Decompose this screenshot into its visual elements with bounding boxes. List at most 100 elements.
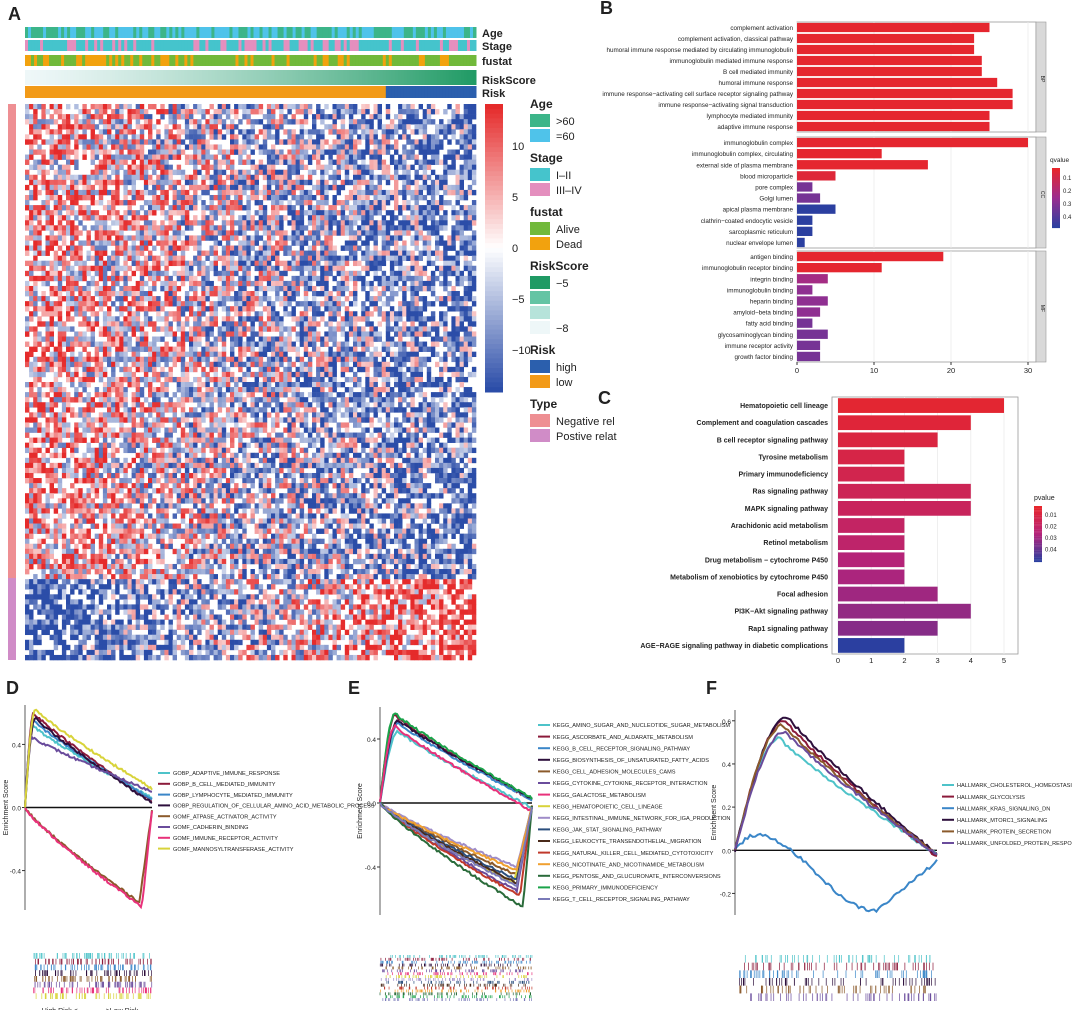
heatmap-cell — [66, 260, 71, 267]
heatmap-cell — [230, 341, 235, 347]
track-cell — [232, 86, 236, 98]
heatmap-cell — [164, 341, 169, 347]
heatmap-cell — [246, 306, 251, 312]
track-cell — [97, 55, 101, 66]
heatmap-cell — [242, 184, 247, 191]
heatmap-cell — [49, 275, 54, 282]
track-cell — [235, 40, 239, 51]
track-cell — [331, 70, 336, 85]
heatmap-cell — [340, 119, 346, 125]
track-cell — [139, 40, 143, 51]
heatmap-cell — [369, 215, 374, 221]
heatmap-cell — [455, 225, 460, 231]
heatmap-cell — [340, 255, 346, 261]
track-cell — [259, 86, 264, 98]
heatmap-cell — [246, 114, 251, 120]
heatmap-cell — [123, 169, 128, 176]
heatmap-cell — [467, 336, 473, 342]
heatmap-cell — [193, 169, 198, 176]
track-cell — [274, 70, 279, 85]
heatmap-cell — [221, 200, 227, 206]
heatmap-cell — [389, 255, 395, 261]
heatmap-cell — [61, 326, 67, 332]
heatmap-cell — [41, 346, 46, 352]
heatmap-cell — [246, 356, 251, 363]
track-cell — [322, 27, 327, 38]
heatmap-cell — [328, 306, 333, 312]
heatmap-cell — [164, 301, 169, 307]
heatmap-cell — [316, 356, 321, 363]
heatmap-cell — [402, 174, 407, 181]
heatmap-cell — [303, 306, 309, 312]
heatmap-cell — [344, 215, 350, 221]
track-cell — [244, 55, 248, 66]
heatmap-cell — [29, 265, 34, 272]
heatmap-cell — [201, 331, 206, 337]
heatmap-cell — [49, 265, 54, 272]
heatmap-cell — [299, 194, 305, 201]
heatmap-cell — [66, 341, 71, 347]
heatmap-cell — [435, 275, 440, 282]
heatmap-cell — [217, 205, 223, 211]
heatmap-cell — [357, 174, 362, 181]
heatmap-cell — [98, 149, 104, 155]
track-cell — [178, 55, 182, 66]
heatmap-cell — [369, 280, 374, 287]
heatmap-cell — [287, 331, 292, 337]
heatmap-cell — [37, 321, 42, 327]
track-cell — [349, 55, 354, 66]
heatmap-cell — [410, 129, 415, 135]
heatmap-cell — [213, 154, 218, 160]
heatmap-cell — [262, 270, 268, 277]
heatmap-cell — [463, 331, 469, 337]
heatmap-cell — [258, 311, 264, 317]
heatmap-cell — [455, 174, 460, 181]
track-cell — [283, 55, 288, 66]
track-cell — [355, 27, 360, 38]
heatmap-cell — [168, 235, 173, 241]
heatmap-cell — [57, 255, 63, 261]
heatmap-cell — [61, 205, 67, 211]
track-cell — [325, 27, 330, 38]
heatmap-cell — [221, 291, 227, 297]
heatmap-cell — [410, 301, 415, 307]
heatmap-cell — [381, 270, 387, 277]
heatmap-cell — [49, 336, 54, 342]
heatmap-cell — [41, 114, 46, 120]
track-cell — [283, 27, 288, 38]
heatmap-cell — [312, 114, 317, 120]
heatmap-cell — [312, 220, 317, 226]
heatmap-cell — [37, 220, 42, 226]
heatmap-cell — [467, 346, 473, 352]
heatmap-cell — [53, 225, 59, 231]
heatmap-cell — [443, 280, 448, 287]
heatmap-cell — [381, 159, 387, 165]
heatmap-cell — [279, 159, 284, 165]
heatmap-cell — [53, 184, 59, 191]
track-cell — [154, 86, 158, 98]
heatmap-cell — [119, 291, 124, 297]
heatmap-cell — [119, 275, 124, 282]
heatmap-cell — [336, 154, 341, 160]
heatmap-cell — [447, 280, 452, 287]
heatmap-cell — [250, 184, 255, 191]
track-cell — [58, 70, 62, 85]
heatmap-cell — [459, 250, 464, 256]
heatmap-cell — [291, 119, 296, 125]
heatmap-cell — [148, 351, 153, 358]
track-cell — [448, 55, 453, 66]
heatmap-cell — [271, 220, 276, 226]
heatmap-cell — [275, 296, 280, 302]
heatmap-cell — [258, 189, 264, 196]
heatmap-cell — [410, 194, 415, 201]
heatmap-cell — [385, 104, 391, 110]
heatmap-cell — [389, 250, 395, 256]
heatmap-cell — [25, 260, 30, 267]
heatmap-cell — [242, 104, 247, 110]
track-cell — [355, 86, 360, 98]
heatmap-cell — [176, 235, 182, 241]
heatmap-cell — [422, 220, 428, 226]
heatmap-cell — [271, 235, 276, 241]
heatmap-cell — [332, 205, 337, 211]
heatmap-cell — [131, 174, 136, 181]
